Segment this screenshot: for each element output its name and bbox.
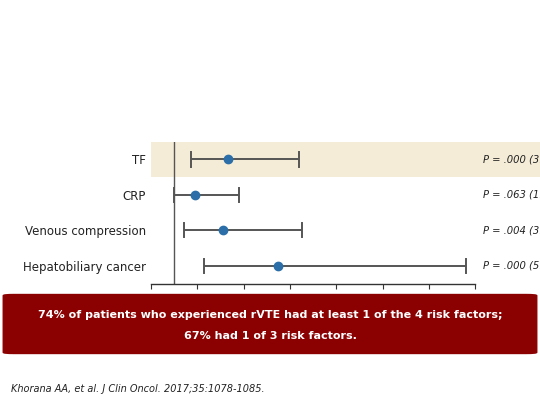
Text: P = .000 (3.3; 95% CI, 1.7 to 6.4): P = .000 (3.3; 95% CI, 1.7 to 6.4) <box>483 154 540 164</box>
Text: Multivariate Analysis of Clinical Factors: Multivariate Analysis of Clinical Factor… <box>14 14 413 32</box>
Text: Khorana AA, et al. J Clin Oncol. 2017;35:1078-1085.: Khorana AA, et al. J Clin Oncol. 2017;35… <box>11 384 265 394</box>
Bar <box>151 142 475 177</box>
Text: P = .000 (5.5; 95% CI, 2.3 to 13.6): P = .000 (5.5; 95% CI, 2.3 to 13.6) <box>483 261 540 271</box>
Bar <box>475 142 540 177</box>
X-axis label: SHR: SHR <box>297 312 329 326</box>
Text: 59: 59 <box>495 382 510 392</box>
Text: P = .004 (3.1; 95% CI, 1.4 to 6.5): P = .004 (3.1; 95% CI, 1.4 to 6.5) <box>483 225 540 235</box>
Text: P = .063 (1.9; 95% CI, 0.97 to 3.8): P = .063 (1.9; 95% CI, 0.97 to 3.8) <box>483 190 540 200</box>
Text: and Biomarkers: and Biomarkers <box>14 66 172 84</box>
Text: 74% of patients who experienced rVTE had at least 1 of the 4 risk factors;: 74% of patients who experienced rVTE had… <box>38 311 502 320</box>
FancyBboxPatch shape <box>3 294 537 354</box>
Text: 67% had 1 of 3 risk factors.: 67% had 1 of 3 risk factors. <box>184 331 356 341</box>
